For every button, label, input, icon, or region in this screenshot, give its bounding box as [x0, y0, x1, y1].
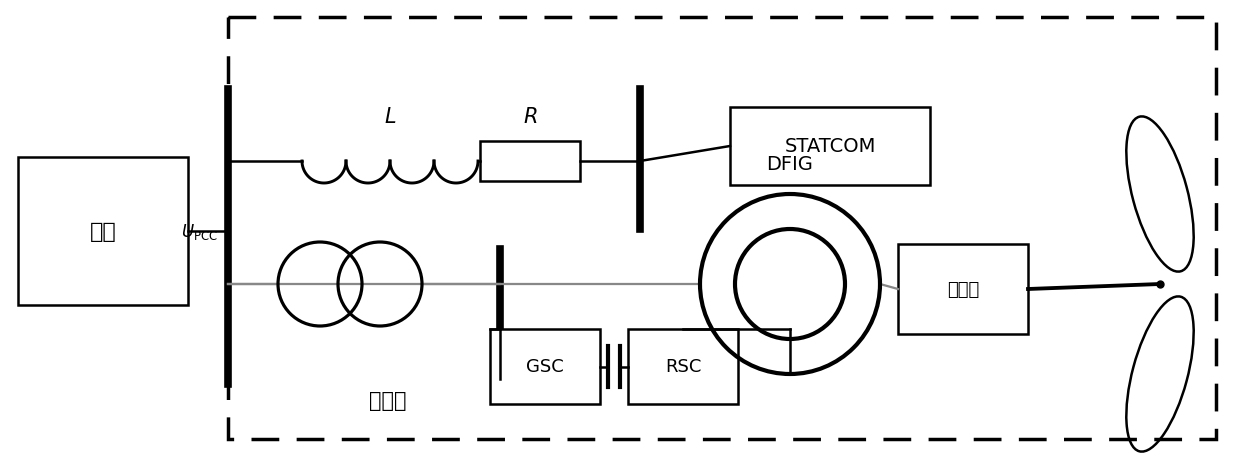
Text: $L$: $L$: [384, 107, 397, 127]
Text: DFIG: DFIG: [766, 155, 813, 174]
Text: 电网: 电网: [89, 222, 117, 242]
Text: $R$: $R$: [523, 107, 537, 127]
Bar: [730, 108, 930, 186]
Text: $U_{\mathrm{PCC}}$: $U_{\mathrm{PCC}}$: [181, 222, 218, 242]
Text: RSC: RSC: [665, 358, 701, 376]
Bar: [480, 142, 580, 182]
Bar: [490, 329, 600, 404]
Text: STATCOM: STATCOM: [785, 137, 875, 156]
Text: 风电场: 风电场: [370, 390, 407, 410]
Bar: [19, 157, 188, 305]
Text: GSC: GSC: [526, 358, 564, 376]
Bar: [228, 18, 1216, 439]
Text: 齿轮箱: 齿轮箱: [947, 280, 980, 298]
Bar: [627, 329, 738, 404]
Bar: [898, 244, 1028, 334]
